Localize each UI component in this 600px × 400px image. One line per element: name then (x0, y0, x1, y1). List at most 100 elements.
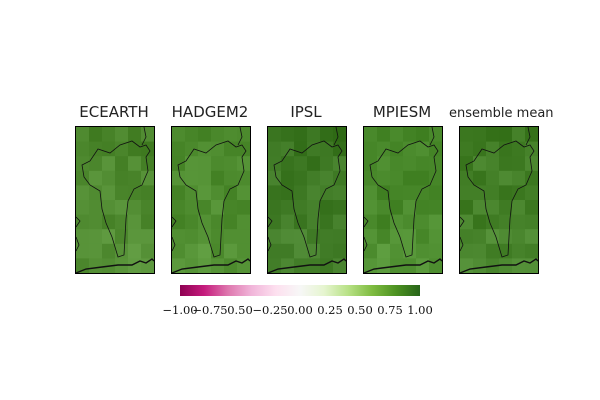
field-cell (128, 141, 142, 157)
field-cell (198, 141, 212, 157)
field-cell (294, 170, 308, 186)
field-cell (141, 127, 154, 142)
field-cell (403, 170, 417, 186)
colorbar-tick-label: −0.25 (252, 303, 288, 317)
field-cell (499, 243, 513, 259)
field-cell (172, 141, 186, 157)
field-cell (281, 170, 295, 186)
field-cell (211, 141, 225, 157)
panel-title-ipsl: IPSL (290, 103, 322, 121)
field-cell (512, 127, 526, 142)
field-cell (512, 214, 526, 230)
field-cell (307, 214, 321, 230)
field-cell (486, 229, 500, 245)
field-cell (172, 170, 186, 186)
field-cell (525, 185, 538, 201)
map-panel-ensemble-mean (459, 126, 539, 274)
panel-title-hadgem2: HADGEM2 (171, 103, 249, 121)
field-cell (416, 200, 430, 215)
field-cell (333, 243, 346, 259)
field-cell (294, 229, 308, 245)
panel-title-ecearth: ECEARTH (79, 103, 149, 121)
field-cell (172, 156, 186, 172)
field-cell (185, 214, 199, 230)
field-cell (268, 185, 282, 201)
field-cell (185, 170, 199, 186)
field-cell (237, 170, 250, 186)
field-cell (429, 170, 442, 186)
colorbar-tick-label: 0.75 (377, 303, 403, 317)
field-cell (237, 214, 250, 230)
country-border (81, 140, 151, 258)
field-cell (307, 200, 321, 215)
field-cell (403, 156, 417, 172)
field-cell (89, 185, 103, 201)
field-cell (224, 243, 238, 259)
field-cell (473, 243, 487, 259)
coast-line (172, 127, 243, 252)
field-cell (460, 141, 474, 157)
field-cell (281, 127, 295, 142)
field-cell (403, 229, 417, 245)
field-cell (403, 127, 417, 142)
field-cell (320, 214, 334, 230)
field-cell (390, 156, 404, 172)
colorbar (180, 285, 420, 297)
field-cell (320, 185, 334, 201)
field-cell (307, 229, 321, 245)
field-cell (102, 156, 116, 172)
coastline (364, 258, 442, 273)
country-border (177, 140, 247, 258)
field-cell (198, 243, 212, 259)
field-cell (172, 214, 186, 230)
field-cell (333, 229, 346, 245)
map-panel-ipsl (267, 126, 347, 274)
field-cell (128, 185, 142, 201)
field-cell (403, 200, 417, 215)
field-cell (429, 127, 442, 142)
field-cell (115, 156, 129, 172)
field-cell (268, 141, 282, 157)
coastline (268, 258, 346, 273)
field-cell (268, 127, 282, 142)
field-cell (237, 127, 250, 142)
field-cell (460, 156, 474, 172)
field-cell (211, 127, 225, 142)
field-cell (333, 185, 346, 201)
field-cell (320, 156, 334, 172)
field-cell (128, 200, 142, 215)
field-cell (525, 170, 538, 186)
field-cell (429, 214, 442, 230)
field-cell (185, 185, 199, 201)
field-cell (512, 229, 526, 245)
field-cell (403, 185, 417, 201)
coastline (76, 258, 154, 273)
country-border (273, 140, 343, 258)
field-cell (89, 141, 103, 157)
field-cell (333, 200, 346, 215)
field-cell (525, 127, 538, 142)
field-cell (281, 258, 295, 273)
field-cell (307, 141, 321, 157)
field-cell (307, 243, 321, 259)
field-cell (390, 185, 404, 201)
field-cell (115, 214, 129, 230)
field-cell (512, 170, 526, 186)
field-cell (102, 170, 116, 186)
field-cell (377, 200, 391, 215)
field-cell (268, 214, 282, 230)
field-cell (115, 127, 129, 142)
field-cell (76, 156, 90, 172)
field-cell (224, 214, 238, 230)
colorbar-tick-label: 1.00 (407, 303, 433, 317)
field-cell (268, 200, 282, 215)
panel-title-mpiesm: MPIESM (372, 103, 432, 121)
field-cell (429, 200, 442, 215)
field-cell (486, 141, 500, 157)
field-cell (198, 229, 212, 245)
field-cell (512, 141, 526, 157)
field-cell (128, 229, 142, 245)
coastline (460, 258, 538, 273)
field-cell (377, 127, 391, 142)
